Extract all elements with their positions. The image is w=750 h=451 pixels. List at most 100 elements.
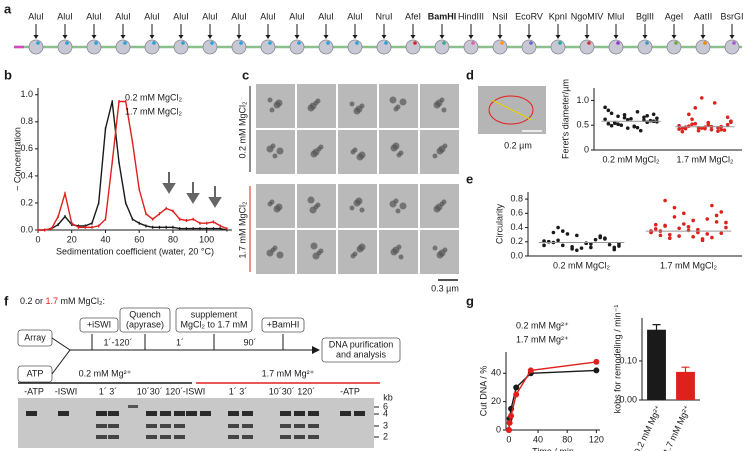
error-bar xyxy=(681,366,690,377)
panel-label: c xyxy=(242,67,249,82)
point-tick xyxy=(44,228,46,232)
point xyxy=(691,235,695,239)
point-tick xyxy=(226,227,228,231)
site-arrowhead xyxy=(584,35,590,39)
point xyxy=(725,122,730,127)
point xyxy=(714,220,719,224)
condition-part: 1.7 xyxy=(46,296,59,306)
point-tick xyxy=(158,225,161,229)
point-tick xyxy=(192,227,194,231)
point xyxy=(725,115,730,120)
particle xyxy=(267,97,273,103)
point xyxy=(593,367,600,374)
y-tick-label: 0.10 xyxy=(619,355,637,365)
point xyxy=(729,120,733,125)
site-dot xyxy=(210,41,214,45)
condition: 0.2 or 1.7 mM MgCl₂: xyxy=(20,296,105,306)
site-dot xyxy=(703,41,707,45)
site-dot xyxy=(36,41,40,45)
enzyme-label: AluI xyxy=(347,11,363,21)
point xyxy=(635,125,640,130)
band xyxy=(146,411,157,416)
site-dot xyxy=(500,41,504,45)
band xyxy=(96,435,107,439)
particle xyxy=(349,101,355,107)
kb-label: 6 xyxy=(383,401,388,411)
point xyxy=(542,239,546,243)
point xyxy=(667,232,672,237)
row-label: 1.7 mM MgCl₂ xyxy=(237,201,247,259)
point xyxy=(513,384,520,391)
point xyxy=(677,127,681,131)
enzyme-label: BglII xyxy=(636,11,654,21)
band xyxy=(146,424,157,428)
output-label: DNA purification xyxy=(329,339,394,349)
y-tick-label: 40 xyxy=(491,368,501,378)
point xyxy=(710,203,714,208)
site-arrowhead xyxy=(700,35,706,39)
point xyxy=(612,247,617,252)
y-tick-label: 0.6 xyxy=(20,143,33,153)
site-dot xyxy=(558,41,562,45)
panel-label: f xyxy=(4,293,9,308)
site-arrowhead xyxy=(62,35,68,39)
enzyme-label: AluI xyxy=(260,11,276,21)
band xyxy=(280,435,291,439)
particle xyxy=(309,102,317,110)
site-arrowhead xyxy=(439,35,445,39)
feret xyxy=(491,99,533,121)
scale-label: 0.3 µm xyxy=(431,283,459,293)
point xyxy=(593,237,598,242)
site-dot xyxy=(413,41,417,45)
point-tick xyxy=(37,228,39,232)
bar xyxy=(647,329,666,400)
input-label: ATP xyxy=(27,368,44,378)
lane-label: 10´30´ 120´ xyxy=(269,386,316,396)
x-tick-label: 1.7 mM MgCl₂ xyxy=(676,154,734,164)
enzyme-label: EcoRV xyxy=(515,11,543,21)
point xyxy=(705,232,710,236)
peak-arrows xyxy=(162,172,222,208)
band xyxy=(228,424,239,428)
site-arrowhead xyxy=(91,35,97,39)
point xyxy=(724,225,728,230)
enzyme-label: KpnI xyxy=(549,11,568,21)
particle xyxy=(312,148,320,156)
point xyxy=(616,114,620,119)
point xyxy=(706,123,711,127)
particle xyxy=(315,98,321,104)
site-arrowhead xyxy=(120,35,126,39)
lane-label: -ATP xyxy=(340,386,360,396)
output-label: and analysis xyxy=(336,349,387,359)
x-tick-label: 40 xyxy=(533,434,543,444)
point xyxy=(617,242,621,246)
point xyxy=(696,128,701,133)
band xyxy=(96,411,107,416)
site-arrowhead xyxy=(265,35,271,39)
step-box xyxy=(175,307,253,333)
enzyme-label: AatII xyxy=(694,11,713,21)
particle xyxy=(395,208,401,214)
band xyxy=(160,411,171,416)
legend-entry: 0.2 mM Mg²⁺ xyxy=(516,320,569,330)
point xyxy=(606,108,611,113)
point xyxy=(579,246,584,250)
point-tick xyxy=(179,217,181,221)
lane-label: -ATP xyxy=(24,386,44,396)
enzyme-label: AgeI xyxy=(665,11,684,21)
legend-entry: 1.7 mM MgCl₂ xyxy=(125,106,183,116)
series-line xyxy=(508,369,597,431)
site-dot xyxy=(355,41,359,45)
point xyxy=(653,227,658,231)
nucleosome xyxy=(550,39,566,55)
point xyxy=(622,115,627,120)
point xyxy=(560,229,565,233)
band xyxy=(354,411,365,416)
merge-lines xyxy=(51,337,82,375)
particle xyxy=(432,245,438,251)
x-tick-label: 100 xyxy=(199,234,214,244)
nucleosome xyxy=(376,39,392,55)
point xyxy=(655,116,659,121)
site-arrowhead xyxy=(352,35,358,39)
enzyme-label: AluI xyxy=(57,11,73,21)
